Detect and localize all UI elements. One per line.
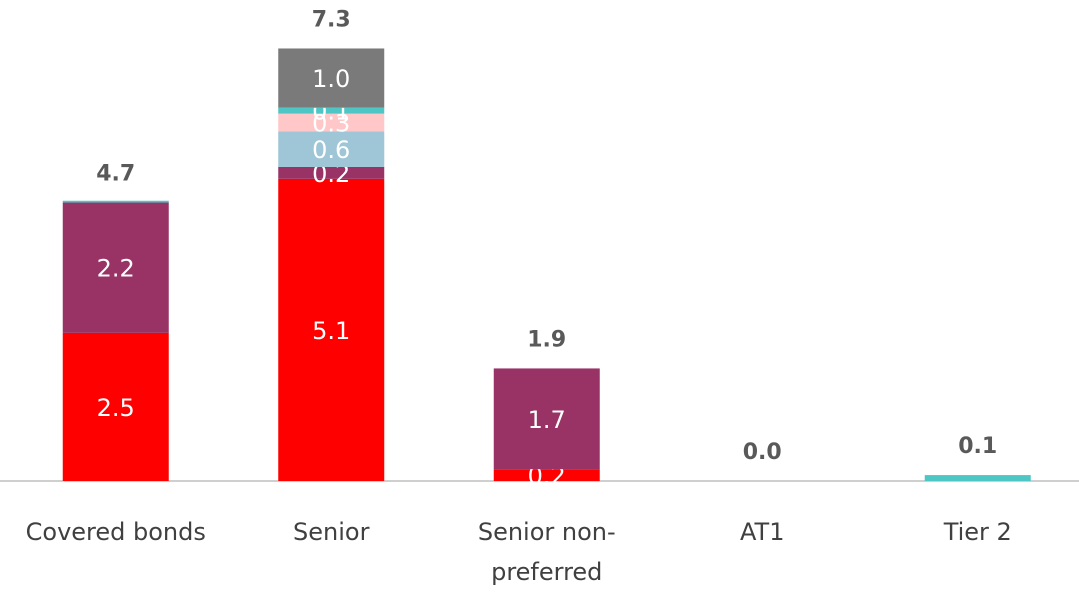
bar-segment	[493, 469, 600, 481]
bar-segment	[278, 166, 385, 179]
bar-segment	[278, 48, 385, 108]
segment-label: 0.3	[312, 110, 350, 138]
segment-label: 0.6	[312, 136, 350, 164]
x-tick-label: Senior	[293, 518, 370, 546]
total-label: 0.0	[743, 440, 782, 465]
bar-segment	[924, 475, 1031, 481]
bar-segment	[278, 131, 385, 167]
segment-label: 2.2	[97, 255, 135, 283]
x-tick-label: AT1	[740, 518, 785, 546]
segment-label: 1.0	[312, 65, 350, 93]
x-tick-label: Senior non-preferred	[477, 518, 616, 586]
bar-segment	[62, 332, 169, 481]
total-label: 1.9	[527, 327, 566, 352]
segment-label: 2.5	[97, 394, 135, 422]
bar-segment	[278, 178, 385, 481]
bar-segment	[278, 113, 385, 132]
bar-segment	[493, 368, 600, 470]
bar-segment	[62, 202, 169, 333]
segment-label: 1.7	[528, 406, 566, 434]
segment-label: 5.1	[312, 317, 350, 345]
bar-segment	[62, 200, 169, 203]
total-label: 7.3	[312, 7, 351, 32]
x-tick-label: Tier 2	[943, 518, 1012, 546]
total-label: 4.7	[96, 162, 135, 187]
x-tick-label: Covered bonds	[25, 518, 206, 546]
total-label: 0.1	[958, 434, 997, 459]
bar-segment	[278, 107, 385, 114]
